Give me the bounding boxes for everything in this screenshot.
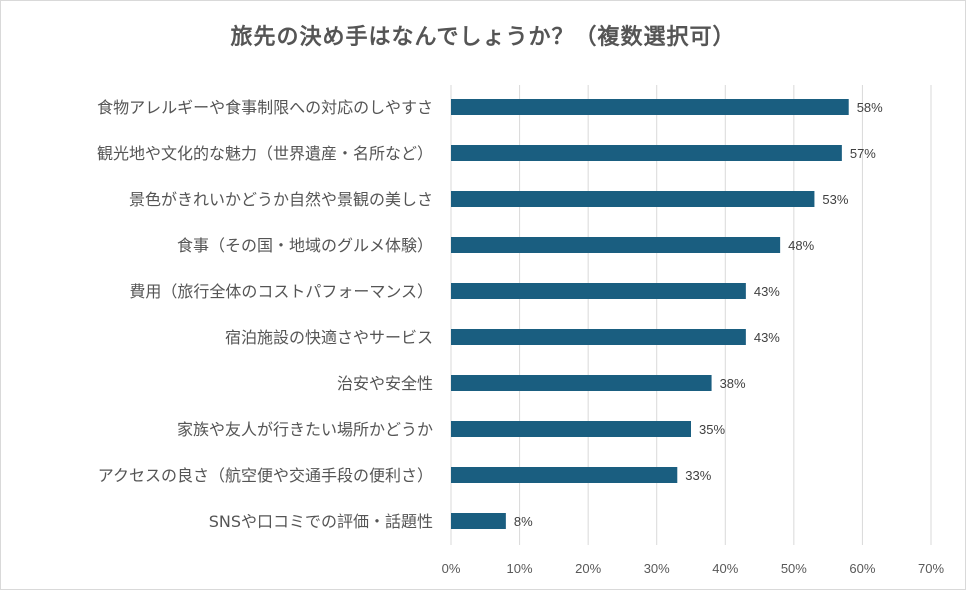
bar — [451, 237, 781, 253]
data-label: 58% — [857, 100, 883, 115]
data-label: 43% — [754, 330, 780, 345]
bar — [451, 145, 842, 161]
category-label: 宿泊施設の快適さやサービス — [225, 328, 433, 347]
bar — [451, 99, 849, 115]
bar — [451, 329, 746, 345]
x-tick-label: 20% — [575, 561, 601, 576]
x-tick-label: 60% — [849, 561, 875, 576]
category-label: アクセスの良さ（航空便や交通手段の便利さ） — [98, 466, 433, 485]
data-label: 48% — [788, 238, 814, 253]
bar — [451, 467, 678, 483]
data-label: 57% — [850, 146, 876, 161]
category-label: 観光地や文化的な魅力（世界遺産・名所など） — [97, 144, 433, 163]
category-label: 食事（その国・地域のグルメ体験） — [177, 236, 433, 255]
bar — [451, 191, 815, 207]
x-tick-label: 70% — [918, 561, 944, 576]
data-label: 8% — [514, 514, 533, 529]
category-label: 食物アレルギーや食事制限への対応のしやすさ — [97, 98, 433, 117]
x-tick-label: 30% — [644, 561, 670, 576]
x-tick-label: 40% — [712, 561, 738, 576]
category-label: 治安や安全性 — [337, 374, 433, 393]
chart-title: 旅先の決め手はなんでしょうか？（複数選択可） — [230, 25, 736, 50]
bar — [451, 375, 712, 391]
data-label: 53% — [822, 192, 848, 207]
data-label: 38% — [720, 376, 746, 391]
bar — [451, 513, 506, 529]
x-tick-label: 10% — [507, 561, 533, 576]
x-tick-label: 50% — [781, 561, 807, 576]
data-label: 35% — [699, 422, 725, 437]
data-label: 33% — [685, 468, 711, 483]
category-label: 家族や友人が行きたい場所かどうか — [177, 420, 433, 439]
bar — [451, 283, 746, 299]
category-label: SNSや口コミでの評価・話題性 — [209, 512, 433, 531]
bar — [451, 421, 691, 437]
x-tick-label: 0% — [442, 561, 461, 576]
category-label: 費用（旅行全体のコストパフォーマンス） — [129, 282, 433, 301]
data-label: 43% — [754, 284, 780, 299]
category-label: 景色がきれいかどうか自然や景観の美しさ — [129, 190, 433, 209]
